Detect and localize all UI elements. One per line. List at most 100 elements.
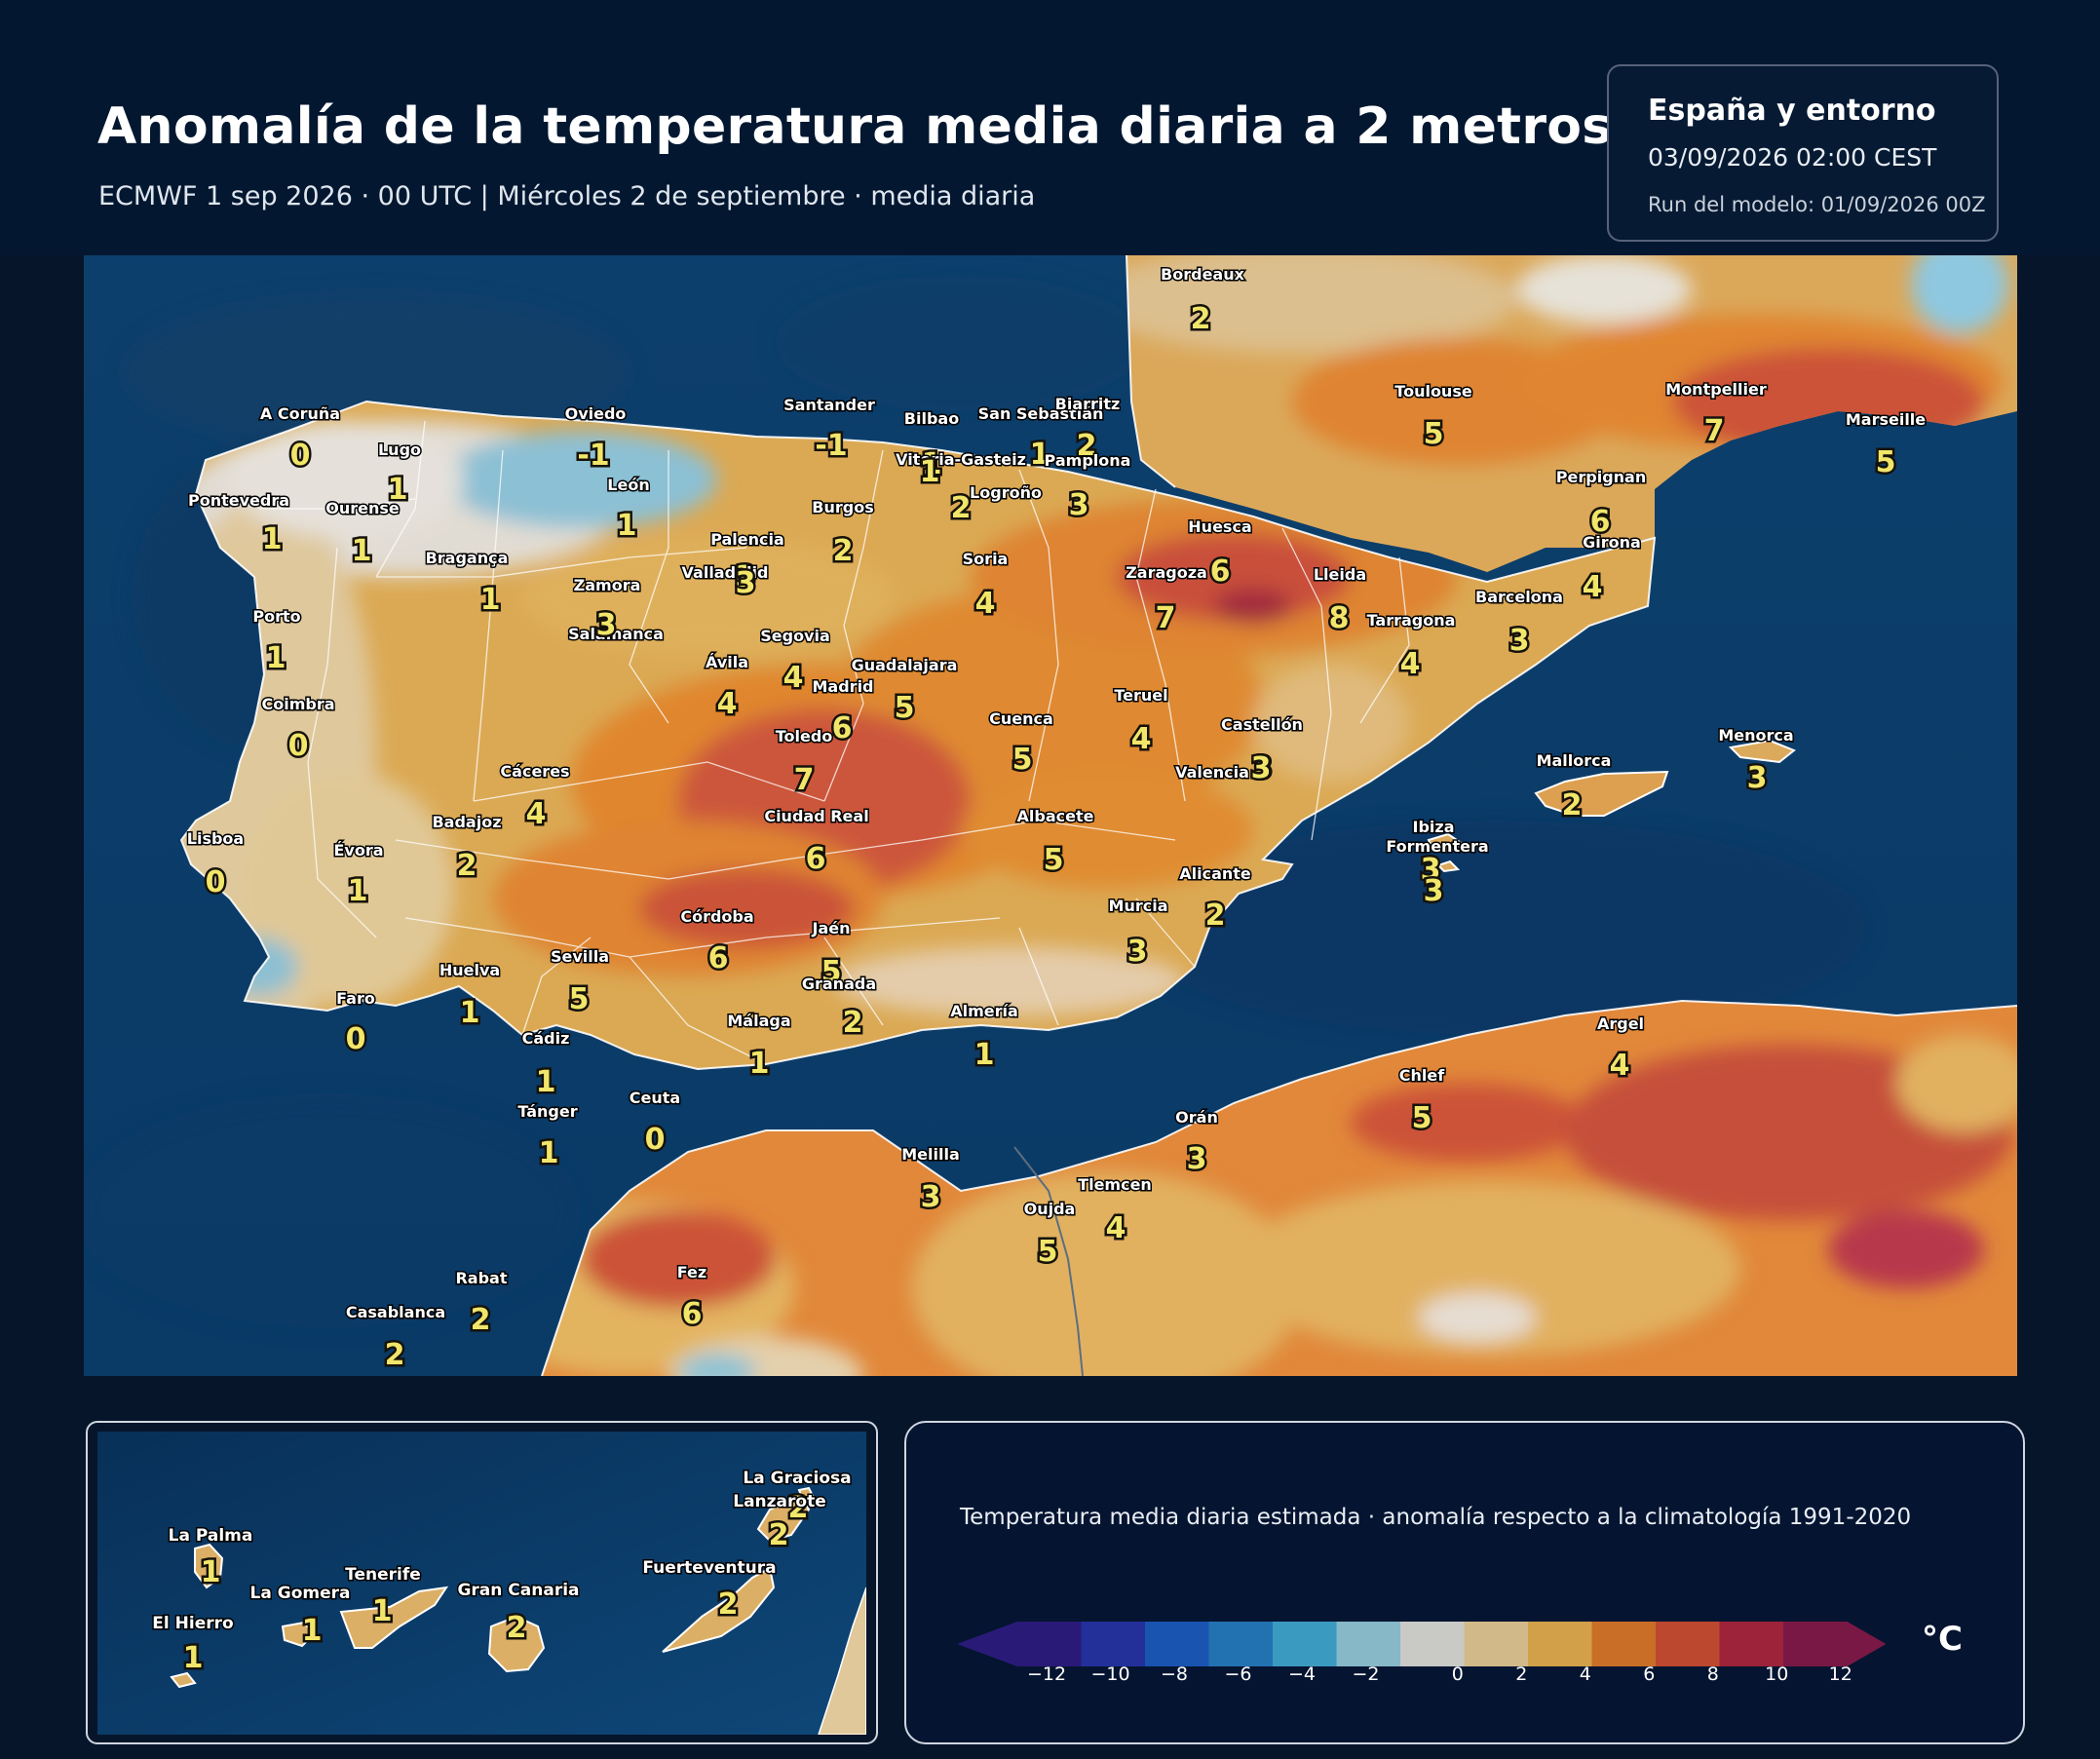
city-name: Huelva bbox=[439, 961, 500, 979]
city-name: Cuenca bbox=[989, 709, 1053, 728]
anomaly-value: 3 bbox=[596, 608, 617, 642]
anomaly-value: 3 bbox=[1251, 751, 1272, 785]
anomaly-value: 5 bbox=[1876, 445, 1896, 479]
anomaly-value: 2 bbox=[1562, 788, 1583, 822]
city-name: Bragança bbox=[426, 549, 509, 567]
anomaly-value: 1 bbox=[201, 1555, 221, 1589]
colorbar-tick-label: 10 bbox=[1765, 1663, 1788, 1682]
anomaly-value: 3 bbox=[1127, 935, 1148, 969]
legend-title: Temperatura media diaria estimada · anom… bbox=[960, 1505, 1912, 1530]
city-name: Palencia bbox=[710, 530, 784, 549]
anomaly-value: 2 bbox=[1191, 302, 1211, 336]
city-labels: Bordeaux 2 A Coruña 0 Lugo 1 Oviedo -1 Santander… bbox=[185, 264, 1928, 1375]
city-name: Pontevedra bbox=[188, 491, 289, 510]
city-name: Porto bbox=[252, 607, 300, 626]
anomaly-value: 2 bbox=[457, 849, 477, 883]
legend-unit: °C bbox=[1922, 1620, 1963, 1659]
colorbar: −12 −10 −8 −6 −4 −2 0 2 4 6 8 10 12 bbox=[957, 1622, 1887, 1682]
anomaly-value: 4 bbox=[975, 587, 996, 621]
city-name: Ourense bbox=[325, 499, 400, 517]
anomaly-value: 4 bbox=[526, 797, 547, 831]
anomaly-value: 2 bbox=[1205, 899, 1226, 933]
anomaly-value: 0 bbox=[346, 1022, 366, 1056]
city-name: Melilla bbox=[901, 1145, 960, 1164]
anomaly-value: 3 bbox=[1187, 1142, 1207, 1176]
anomaly-value: 1 bbox=[183, 1641, 204, 1675]
anomaly-value: 7 bbox=[1156, 601, 1176, 635]
city-name: Tánger bbox=[517, 1102, 577, 1121]
anomaly-value: 6 bbox=[682, 1297, 703, 1331]
anomaly-value: 2 bbox=[769, 1518, 789, 1552]
anomaly-value: 4 bbox=[1610, 1049, 1630, 1083]
colorbar-segment bbox=[1591, 1622, 1657, 1666]
colorbar-tick-label: 0 bbox=[1452, 1663, 1464, 1682]
anomaly-value: 4 bbox=[783, 661, 804, 695]
city-name: Logroño bbox=[970, 483, 1042, 502]
colorbar-segment bbox=[1208, 1622, 1274, 1666]
city-name: Murcia bbox=[1109, 897, 1168, 915]
anomaly-value: 3 bbox=[1747, 761, 1768, 795]
anomaly-value: 1 bbox=[266, 641, 286, 675]
anomaly-value: 0 bbox=[288, 729, 309, 763]
city-name: Formentera bbox=[1386, 837, 1488, 856]
anomaly-value: 2 bbox=[1077, 429, 1097, 463]
anomaly-value: 3 bbox=[736, 560, 756, 594]
morocco-algeria-border bbox=[1013, 1146, 1084, 1376]
island-name: El Hierro bbox=[152, 1614, 233, 1633]
colorbar-segment bbox=[1464, 1622, 1529, 1666]
city-name: Faro bbox=[336, 989, 375, 1008]
info-panel: España y entorno 03/09/2026 02:00 CEST R… bbox=[1607, 64, 1999, 242]
anomaly-value: 1 bbox=[974, 1038, 995, 1072]
city-name: Salamanca bbox=[568, 625, 664, 643]
colorbar-tick-label: 4 bbox=[1580, 1663, 1591, 1682]
anomaly-value: 2 bbox=[843, 1006, 863, 1040]
city-name: Bordeaux bbox=[1161, 265, 1245, 284]
city-name: Ibiza bbox=[1413, 818, 1455, 836]
anomaly-value: 4 bbox=[1106, 1211, 1126, 1245]
anomaly-value: 2 bbox=[951, 491, 972, 525]
colorbar-segment bbox=[1783, 1622, 1848, 1666]
anomaly-value: 1 bbox=[617, 509, 637, 543]
city-name: Bilbao bbox=[904, 409, 959, 428]
anomaly-value: 2 bbox=[833, 534, 854, 568]
colorbar-segment bbox=[1528, 1622, 1592, 1666]
city-name: Girona bbox=[1583, 533, 1641, 552]
city-name: Fez bbox=[677, 1263, 706, 1281]
anomaly-value: 5 bbox=[821, 955, 842, 989]
africa-coast-inset bbox=[818, 1587, 866, 1735]
island-name: La Gomera bbox=[250, 1584, 351, 1603]
city-name: Soria bbox=[963, 550, 1009, 568]
anomaly-value: 3 bbox=[736, 566, 756, 600]
info-datetime: 03/09/2026 02:00 CEST bbox=[1648, 143, 1937, 172]
balearic-islands bbox=[1427, 739, 1796, 873]
anomaly-value: 5 bbox=[569, 982, 590, 1016]
city-name: Sevilla bbox=[551, 947, 609, 966]
anomaly-value: 1 bbox=[460, 996, 480, 1030]
anomaly-value: 6 bbox=[806, 842, 826, 876]
anomaly-value: 1 bbox=[480, 583, 501, 617]
anomaly-value: 7 bbox=[794, 763, 815, 797]
anomaly-value: 1 bbox=[352, 534, 372, 568]
anomaly-value: 0 bbox=[206, 865, 226, 899]
canary-islands bbox=[170, 1486, 815, 1689]
city-name: Badajoz bbox=[432, 813, 501, 831]
city-name: Montpellier bbox=[1665, 380, 1767, 399]
colorbar-tick-label: 2 bbox=[1515, 1663, 1527, 1682]
anomaly-value: 5 bbox=[1044, 843, 1064, 877]
main-map[interactable]: Bordeaux 2 A Coruña 0 Lugo 1 Oviedo -1 Santander… bbox=[84, 255, 2017, 1376]
colorbar-tick-label: −6 bbox=[1224, 1663, 1251, 1682]
city-name: Jaén bbox=[812, 919, 851, 937]
city-name: Castellón bbox=[1221, 715, 1303, 734]
city-name: Ávila bbox=[706, 653, 748, 671]
city-name: Évora bbox=[333, 841, 383, 860]
city-name: Huesca bbox=[1188, 517, 1251, 536]
anomaly-value: 0 bbox=[290, 439, 311, 473]
anomaly-value: 1 bbox=[539, 1136, 559, 1170]
island-name: La Palma bbox=[169, 1526, 253, 1546]
anomaly-value: 1 bbox=[922, 447, 942, 481]
colorbar-extend-high bbox=[1847, 1622, 1887, 1666]
city-name: Lisboa bbox=[187, 829, 244, 848]
anomaly-value: 3 bbox=[1069, 488, 1089, 522]
